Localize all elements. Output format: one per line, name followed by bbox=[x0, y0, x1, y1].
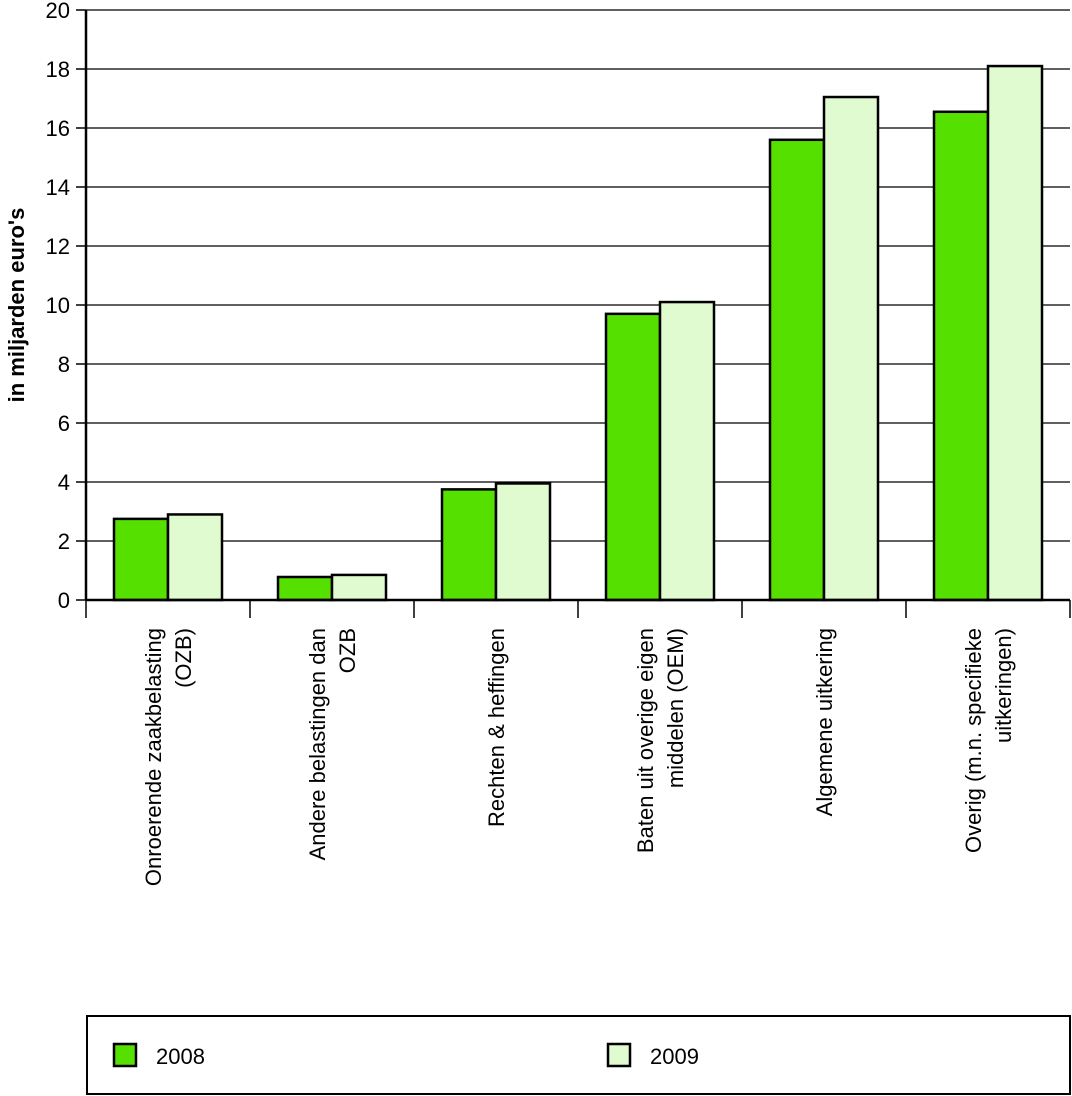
bar-2008-4 bbox=[768, 138, 826, 602]
y-tick-label: 6 bbox=[58, 411, 70, 436]
legend: 2008 2009 bbox=[86, 1015, 1071, 1095]
legend-swatch-2008 bbox=[112, 1042, 138, 1068]
bar-2008-3 bbox=[604, 312, 662, 602]
x-category-label-line: Andere belastingen dan bbox=[305, 628, 330, 860]
bar-2009-4 bbox=[822, 95, 880, 602]
x-category-label-line: uitkeringen) bbox=[991, 628, 1016, 743]
y-tick-label: 4 bbox=[58, 470, 70, 495]
bars bbox=[112, 64, 1044, 602]
y-tick-label: 14 bbox=[46, 175, 70, 200]
x-axis-categories: Onroerende zaakbelasting (OZB) Andere bela… bbox=[141, 628, 1016, 886]
bar-2008-1 bbox=[276, 575, 334, 602]
y-tick-label: 16 bbox=[46, 116, 70, 141]
y-tick-label: 18 bbox=[46, 57, 70, 82]
x-category-label: Algemene uitkering bbox=[812, 628, 837, 816]
legend-box bbox=[86, 1015, 1071, 1095]
bar-2009-5 bbox=[986, 64, 1044, 602]
bar-2008-2 bbox=[440, 488, 498, 602]
y-axis-ticks: 0 2 4 6 8 10 12 14 16 18 20 bbox=[46, 0, 86, 613]
x-category-label: Onroerende zaakbelasting (OZB) bbox=[141, 628, 196, 886]
legend-swatch-2009 bbox=[606, 1042, 632, 1068]
y-tick-label: 20 bbox=[46, 0, 70, 23]
bar-2008-5 bbox=[932, 110, 990, 602]
x-category-label-line: Onroerende zaakbelasting bbox=[141, 628, 166, 886]
x-category-label-line: OZB bbox=[335, 628, 360, 673]
x-category-label: Rechten & heffingen bbox=[484, 628, 509, 827]
axes bbox=[84, 10, 1071, 618]
bar-2009-3 bbox=[658, 300, 716, 602]
bar-2008-0 bbox=[112, 517, 170, 602]
x-category-label: Baten uit overige eigen middelen (OEM) bbox=[633, 628, 688, 853]
y-tick-label: 0 bbox=[58, 588, 70, 613]
x-category-label-line: middelen (OEM) bbox=[663, 628, 688, 788]
x-category-label-line: Rechten & heffingen bbox=[484, 628, 509, 827]
y-tick-label: 10 bbox=[46, 293, 70, 318]
y-tick-label: 8 bbox=[58, 352, 70, 377]
bar-2009-0 bbox=[166, 513, 224, 602]
x-category-label-line: Overig (m.n. specifieke bbox=[961, 628, 986, 853]
x-category-label-line: (OZB) bbox=[171, 628, 196, 688]
y-tick-label: 12 bbox=[46, 234, 70, 259]
gridlines bbox=[86, 9, 1070, 542]
y-axis-label: in miljarden euro's bbox=[4, 208, 29, 403]
legend-label-2009: 2009 bbox=[650, 1044, 699, 1069]
bar-2009-2 bbox=[494, 482, 552, 602]
bar-2009-1 bbox=[330, 573, 388, 602]
x-category-label: Andere belastingen dan OZB bbox=[305, 628, 360, 860]
x-category-label: Overig (m.n. specifieke uitkeringen) bbox=[961, 628, 1016, 853]
x-category-label-line: Algemene uitkering bbox=[812, 628, 837, 816]
legend-label-2008: 2008 bbox=[156, 1044, 205, 1069]
x-category-label-line: Baten uit overige eigen bbox=[633, 628, 658, 853]
y-tick-label: 2 bbox=[58, 529, 70, 554]
